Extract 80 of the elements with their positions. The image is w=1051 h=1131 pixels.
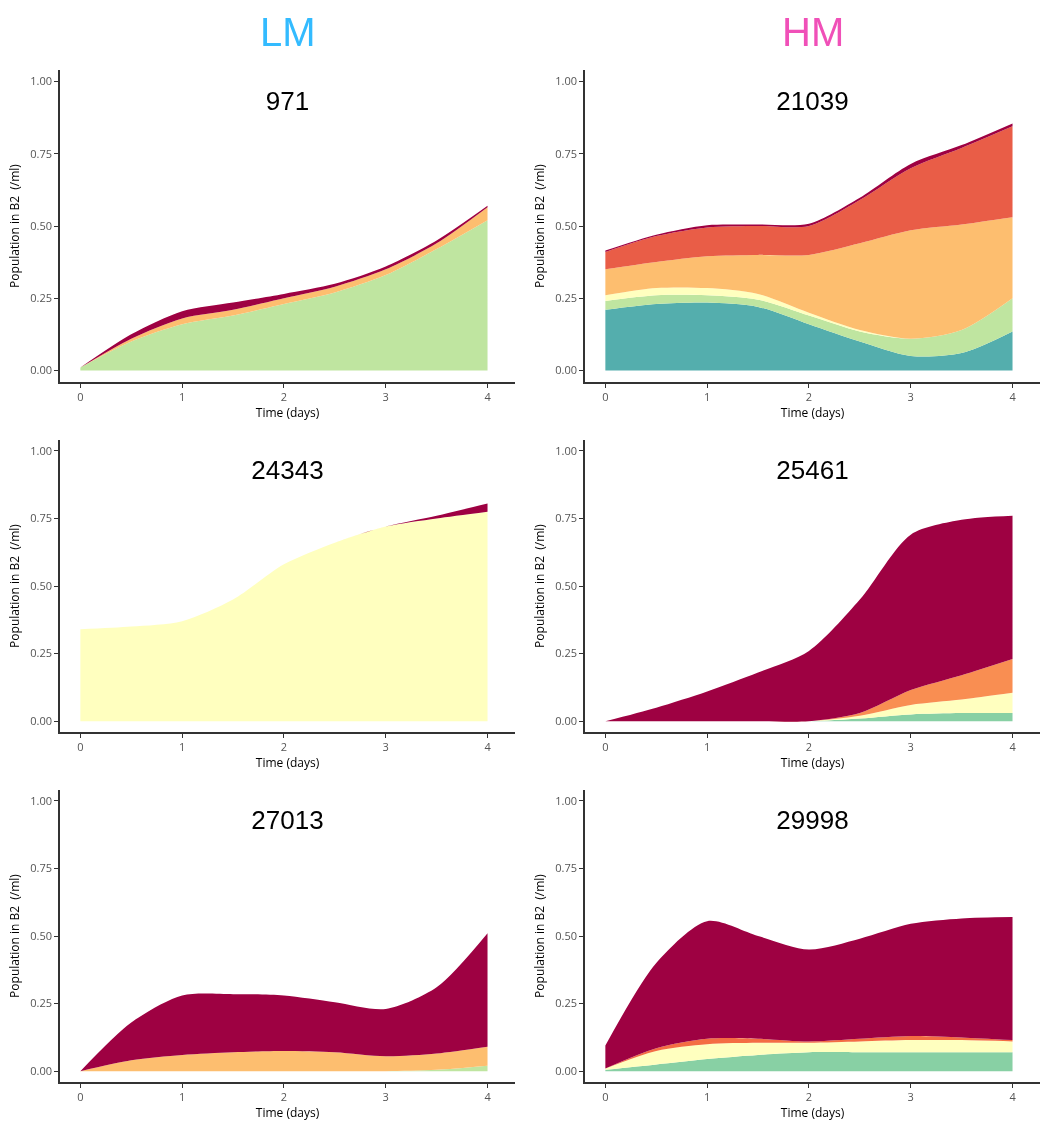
x-tick-label: 1 (179, 1088, 186, 1104)
y-tick-label: 0.50 (30, 927, 53, 943)
x-tick-label: 4 (1009, 1088, 1017, 1104)
text: 25461 (776, 454, 849, 485)
x-tick-label: 2 (805, 388, 813, 404)
x-tick-label: 1 (179, 388, 186, 404)
y-tick-label: 0.50 (555, 577, 578, 593)
y-axis-title: Population in B2 (/ml) (531, 163, 549, 288)
y-tick-label: 0.25 (555, 290, 578, 306)
y-tick-label: 0.50 (555, 927, 578, 943)
y-axis-title: Population in B2 (/ml) (6, 523, 24, 648)
y-tick-label: 0.00 (555, 362, 578, 378)
x-tick-label: 1 (704, 1088, 711, 1104)
x-axis-title: Time (days) (255, 403, 320, 421)
x-tick-label: 0 (77, 738, 84, 754)
x-tick-label: 3 (382, 1088, 389, 1104)
y-tick-label: 0.00 (555, 713, 578, 729)
x-tick-label: 2 (805, 1088, 813, 1104)
text: 27013 (251, 804, 324, 835)
x-axis-title: Time (days) (780, 753, 845, 771)
y-tick-label: 0.75 (555, 510, 578, 526)
text: 24343 (251, 454, 324, 485)
text: HM (782, 10, 845, 54)
y-tick-label: 1.00 (555, 792, 578, 808)
text: 21039 (776, 86, 849, 117)
x-tick-label: 3 (907, 1088, 914, 1104)
x-tick-label: 1 (179, 738, 186, 754)
y-tick-label: 0.25 (555, 645, 578, 661)
y-axis-title: Population in B2 (/ml) (6, 873, 24, 998)
x-tick-label: 2 (805, 738, 813, 754)
y-tick-label: 0.00 (555, 1063, 578, 1079)
y-tick-label: 0.75 (30, 860, 53, 876)
y-tick-label: 0.75 (30, 510, 53, 526)
x-tick-label: 3 (382, 388, 389, 404)
x-tick-label: 3 (907, 388, 914, 404)
x-axis-title: Time (days) (255, 753, 320, 771)
x-tick-label: 1 (704, 388, 711, 404)
y-tick-label: 0.75 (555, 860, 578, 876)
x-axis-title: Time (days) (780, 1103, 845, 1121)
y-tick-label: 1.00 (30, 442, 53, 458)
x-axis-title: Time (days) (255, 1103, 320, 1121)
x-tick-label: 1 (704, 738, 711, 754)
x-tick-label: 4 (1009, 388, 1017, 404)
y-axis-title: Population in B2 (/ml) (6, 163, 24, 288)
x-tick-label: 3 (907, 738, 914, 754)
y-tick-label: 0.00 (30, 362, 53, 378)
y-axis-title: Population in B2 (/ml) (531, 873, 549, 998)
text: LM (260, 10, 316, 54)
y-tick-label: 0.00 (30, 713, 53, 729)
x-tick-label: 2 (280, 738, 288, 754)
y-tick-label: 0.25 (30, 290, 53, 306)
y-tick-label: 0.50 (555, 217, 578, 233)
x-tick-label: 2 (280, 1088, 288, 1104)
x-tick-label: 2 (280, 388, 288, 404)
x-tick-label: 0 (77, 388, 84, 404)
y-tick-label: 1.00 (30, 792, 53, 808)
y-tick-label: 0.75 (30, 145, 53, 161)
x-tick-label: 0 (77, 1088, 84, 1104)
y-tick-label: 0.50 (30, 577, 53, 593)
x-tick-label: 4 (484, 1088, 492, 1104)
text: 971 (265, 86, 310, 117)
y-axis-title: Population in B2 (/ml) (531, 523, 549, 648)
x-tick-label: 4 (1009, 738, 1017, 754)
x-tick-label: 3 (382, 738, 389, 754)
x-tick-label: 4 (484, 738, 492, 754)
y-tick-label: 1.00 (30, 73, 53, 89)
x-tick-label: 0 (602, 1088, 609, 1104)
y-tick-label: 0.25 (30, 995, 53, 1011)
y-tick-label: 0.50 (30, 217, 53, 233)
y-tick-label: 0.00 (30, 1063, 53, 1079)
y-tick-label: 0.25 (555, 995, 578, 1011)
y-tick-label: 0.75 (555, 145, 578, 161)
y-tick-label: 1.00 (555, 73, 578, 89)
text: 29998 (776, 804, 849, 835)
x-tick-label: 0 (602, 388, 609, 404)
y-tick-label: 0.25 (30, 645, 53, 661)
x-axis-title: Time (days) (780, 403, 845, 421)
x-tick-label: 4 (484, 388, 492, 404)
x-tick-label: 0 (602, 738, 609, 754)
y-tick-label: 1.00 (555, 442, 578, 458)
